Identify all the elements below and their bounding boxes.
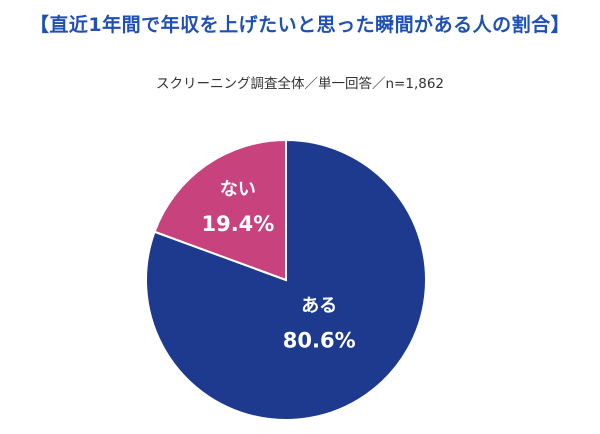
slice-category-label: ある	[301, 296, 337, 317]
pie-labels: ある 80.6% ない 19.4%	[201, 179, 355, 352]
pie-slices	[145, 138, 427, 421]
pie-slice-1	[145, 138, 427, 421]
pie-slice-2	[153, 138, 287, 282]
chart-title: 【直近1年間で年収を上げたいと思った瞬間がある人の割合】	[29, 14, 571, 36]
chart-subtitle: スクリーニング調査全体／単一回答／n=1,862	[155, 76, 444, 92]
slice-value-label: 19.4%	[201, 212, 274, 236]
slice-category-label: ない	[220, 179, 256, 200]
slice-value-label: 80.6%	[283, 329, 356, 353]
